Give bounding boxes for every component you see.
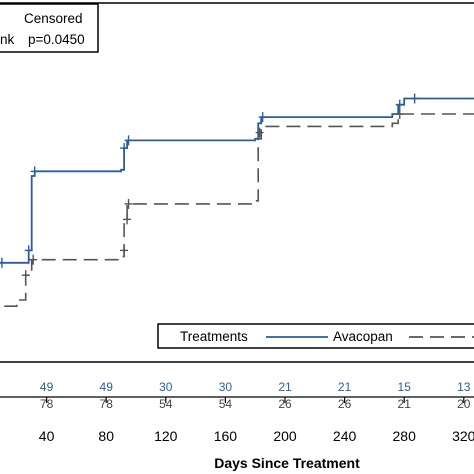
comparator-censor-mark — [395, 109, 404, 119]
x-axis-title: Days Since Treatment — [214, 455, 360, 471]
treatments-legend-title: Treatments — [180, 329, 248, 344]
risk-count-avacopan: 15 — [398, 380, 412, 394]
risk-count-avacopan: 49 — [40, 380, 54, 394]
avacopan-censor-mark — [0, 257, 6, 268]
censor-marks — [0, 93, 419, 281]
risk-count-comparator: 78 — [40, 397, 54, 411]
p-value-label: p=0.0450 — [28, 32, 85, 47]
risk-count-comparator: 78 — [100, 397, 114, 411]
avacopan-censor-mark — [30, 166, 39, 177]
x-tick-label: 80 — [98, 428, 114, 444]
avacopan-censor-mark — [24, 245, 33, 256]
survival-curves — [0, 97, 474, 307]
avacopan-censor-mark — [124, 135, 133, 146]
risk-table: 49 78 49 78 30 54 30 54 21 26 21 26 15 21 13 20 — [40, 380, 471, 411]
comparator-censor-mark — [123, 214, 132, 225]
comparator-survival-line — [0, 113, 474, 307]
comparator-censor-mark — [29, 254, 38, 265]
risk-count-avacopan: 21 — [278, 380, 292, 394]
x-tick-label: 200 — [273, 428, 297, 444]
legend-avacopan-label: Avacopan — [333, 329, 393, 344]
avacopan-censor-mark — [395, 99, 404, 110]
logrank-label: nk — [0, 32, 15, 47]
comparator-censor-mark — [124, 198, 133, 209]
treatments-legend-box — [157, 323, 474, 349]
censor-legend-box — [0, 3, 99, 53]
x-tick-label: 120 — [154, 428, 178, 444]
comparator-censor-mark — [255, 127, 264, 138]
avacopan-censor-mark — [120, 143, 129, 154]
risk-count-comparator: 54 — [159, 397, 173, 411]
risk-count-avacopan: 13 — [457, 380, 471, 394]
risk-count-comparator: 54 — [219, 397, 233, 411]
comparator-censor-mark — [21, 270, 30, 281]
x-tick-label: 240 — [333, 428, 357, 444]
censored-legend-label: Censored — [24, 11, 83, 26]
x-tick-label: 160 — [214, 428, 238, 444]
risk-count-comparator: 26 — [338, 397, 352, 411]
risk-count-comparator: 21 — [398, 397, 412, 411]
risk-count-comparator: 26 — [278, 397, 292, 411]
risk-count-avacopan: 30 — [219, 380, 233, 394]
risk-count-avacopan: 49 — [100, 380, 114, 394]
x-tick-label: 320 — [452, 428, 474, 444]
x-tick-label: 280 — [393, 428, 417, 444]
avacopan-censor-mark — [410, 93, 419, 104]
avacopan-survival-line — [0, 97, 474, 264]
comparator-censor-mark — [120, 245, 129, 256]
treatments-legend: Treatments Avacopan — [157, 323, 474, 349]
censor-legend: Censored nk p=0.0450 — [0, 3, 99, 53]
risk-count-avacopan: 21 — [338, 380, 352, 394]
x-tick-label: 40 — [39, 428, 55, 444]
avacopan-censor-mark — [258, 112, 267, 123]
risk-count-comparator: 20 — [457, 397, 471, 411]
x-axis-ticks: 40 80 120 160 200 240 280 320 — [39, 397, 474, 444]
risk-count-avacopan: 30 — [159, 380, 173, 394]
